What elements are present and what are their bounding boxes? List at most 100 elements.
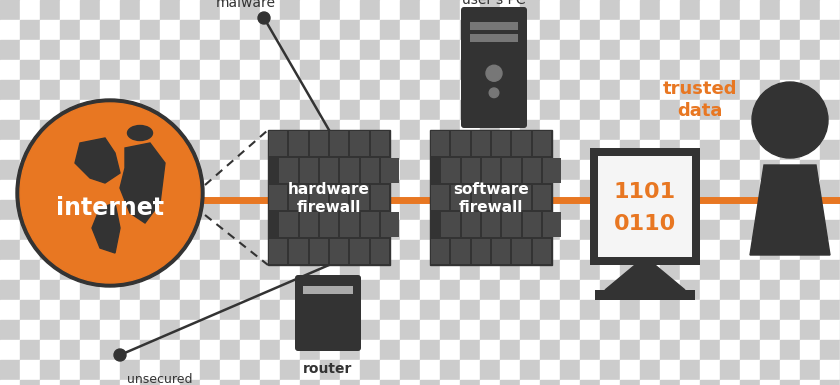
Bar: [760, 200, 780, 220]
Bar: [660, 200, 680, 220]
Bar: [380, 80, 400, 100]
Bar: [460, 140, 480, 160]
Bar: [620, 220, 640, 240]
Bar: [20, 260, 40, 280]
Bar: [420, 20, 440, 40]
Bar: [160, 40, 180, 60]
Bar: [480, 120, 500, 140]
Bar: [580, 380, 600, 385]
Bar: [680, 380, 700, 385]
Bar: [560, 280, 580, 300]
Bar: [320, 260, 340, 280]
Text: unsecured
connections: unsecured connections: [123, 373, 197, 385]
Bar: [620, 0, 640, 20]
Bar: [220, 80, 240, 100]
Bar: [360, 40, 380, 60]
Bar: [472, 131, 490, 156]
Bar: [520, 240, 540, 260]
Bar: [480, 140, 500, 160]
Bar: [120, 340, 140, 360]
Bar: [620, 20, 640, 40]
Bar: [500, 260, 520, 280]
Bar: [580, 60, 600, 80]
Bar: [620, 300, 640, 320]
Bar: [540, 300, 560, 320]
Bar: [800, 320, 820, 340]
Bar: [60, 60, 80, 80]
Bar: [780, 340, 800, 360]
Bar: [80, 320, 100, 340]
Bar: [720, 120, 740, 140]
Bar: [560, 0, 580, 20]
Circle shape: [20, 103, 200, 283]
Bar: [560, 60, 580, 80]
Bar: [460, 320, 480, 340]
Bar: [220, 220, 240, 240]
Bar: [80, 120, 100, 140]
Bar: [580, 120, 600, 140]
Bar: [660, 120, 680, 140]
Bar: [480, 20, 500, 40]
Bar: [740, 240, 760, 260]
Bar: [100, 140, 120, 160]
Bar: [240, 120, 260, 140]
Bar: [580, 0, 600, 20]
Bar: [340, 60, 360, 80]
Bar: [220, 20, 240, 40]
Bar: [140, 380, 160, 385]
Bar: [160, 100, 180, 120]
Bar: [180, 180, 200, 200]
Bar: [40, 160, 60, 180]
Bar: [680, 300, 700, 320]
Bar: [660, 0, 680, 20]
Bar: [800, 60, 820, 80]
Bar: [160, 0, 180, 20]
Bar: [100, 40, 120, 60]
Bar: [640, 280, 660, 300]
Bar: [160, 300, 180, 320]
Bar: [460, 160, 480, 180]
Bar: [220, 140, 240, 160]
Bar: [760, 60, 780, 80]
Bar: [120, 360, 140, 380]
Bar: [160, 80, 180, 100]
Bar: [780, 20, 800, 40]
Bar: [100, 300, 120, 320]
Bar: [660, 140, 680, 160]
Text: trusted
data: trusted data: [663, 80, 738, 120]
Bar: [440, 60, 460, 80]
Bar: [310, 185, 328, 210]
Bar: [320, 240, 340, 260]
Bar: [330, 131, 349, 156]
Bar: [40, 340, 60, 360]
Bar: [500, 40, 520, 60]
Bar: [760, 340, 780, 360]
Bar: [60, 200, 80, 220]
Bar: [720, 40, 740, 60]
Bar: [140, 300, 160, 320]
Bar: [340, 0, 360, 20]
Bar: [600, 380, 620, 385]
Bar: [20, 300, 40, 320]
Bar: [520, 100, 540, 120]
Bar: [600, 360, 620, 380]
Bar: [160, 280, 180, 300]
Bar: [200, 140, 220, 160]
Bar: [20, 100, 40, 120]
Bar: [540, 340, 560, 360]
Bar: [300, 340, 320, 360]
Bar: [400, 80, 420, 100]
Bar: [502, 158, 521, 183]
Bar: [220, 160, 240, 180]
Bar: [200, 0, 220, 20]
Bar: [40, 0, 60, 20]
Bar: [640, 0, 660, 20]
Bar: [200, 260, 220, 280]
Bar: [200, 180, 220, 200]
Bar: [360, 220, 380, 240]
Bar: [520, 40, 540, 60]
Bar: [522, 212, 541, 237]
Bar: [280, 300, 300, 320]
Bar: [320, 40, 340, 60]
Bar: [280, 20, 300, 40]
